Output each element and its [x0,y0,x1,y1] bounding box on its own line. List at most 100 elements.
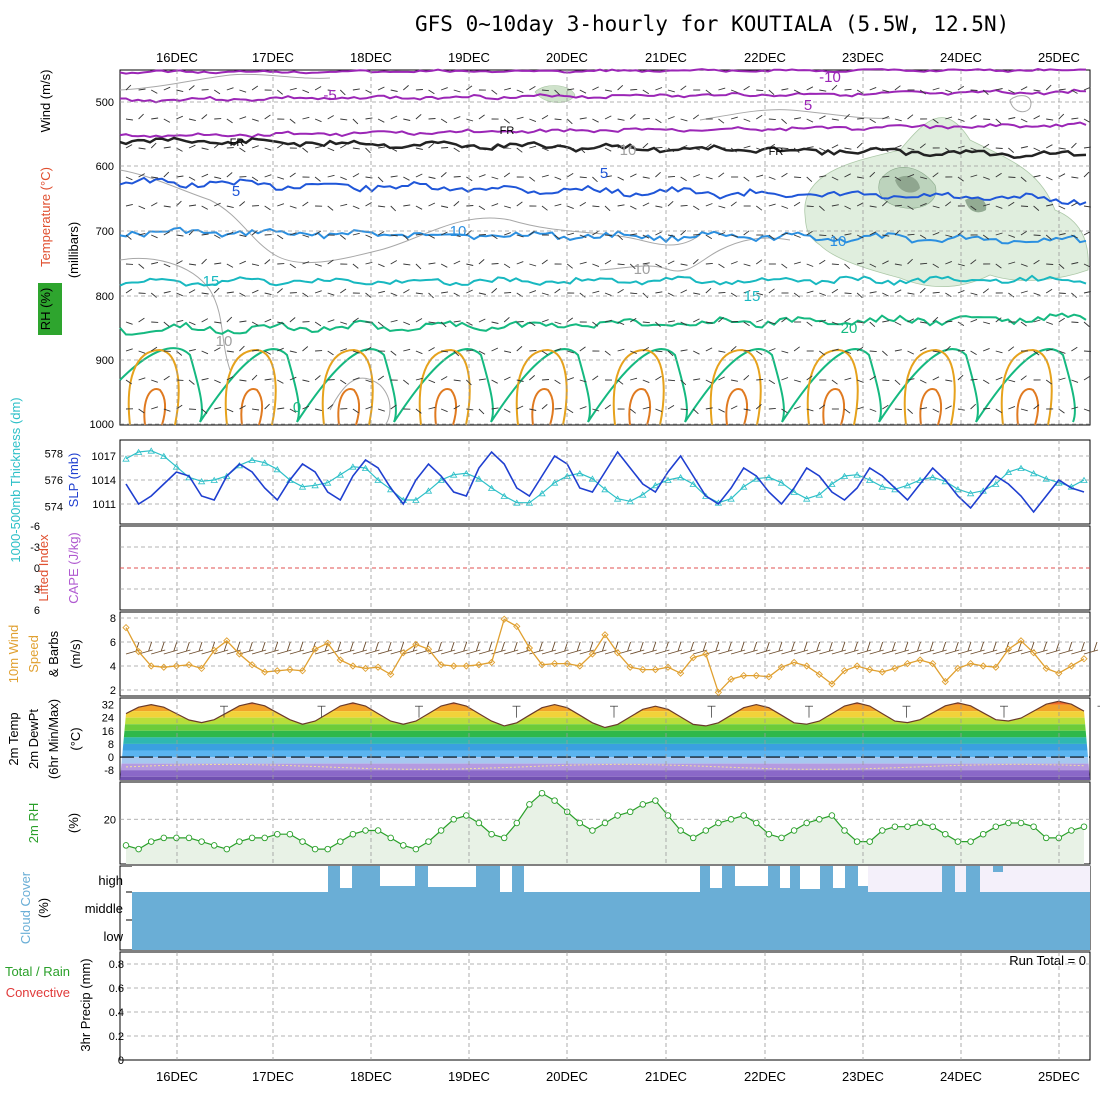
wind-barb [365,292,372,298]
wind-barb [125,144,133,149]
wind-barb [980,641,985,652]
temperature-contour [725,388,749,426]
wind-barb [1020,146,1028,149]
wind-speed-point [185,661,193,669]
thickness-point [777,479,786,486]
wind-barb [882,260,889,265]
wind-barb [579,147,586,154]
wind-barb [576,641,581,652]
wind-barb [239,201,246,207]
wind-barb [655,350,663,353]
wind-barb [1033,147,1041,152]
wind-speed-point [1080,655,1088,663]
thickness-point [689,480,697,487]
wind-barb [403,204,411,207]
wind10-barbs-title: & Barbs [46,630,61,677]
wind-barb [806,375,813,381]
rh-point [400,842,407,849]
wind-barb [945,345,951,352]
wind-barb [226,350,234,353]
wind-barb [1080,641,1085,652]
wind-barb [289,376,297,381]
wind-barb [236,641,241,652]
wind-barb [176,89,184,93]
wind-barb [264,292,272,296]
wind-barb [819,259,826,265]
wind-barb [768,176,776,180]
wind-barb [567,377,574,381]
wind-barb [932,291,940,294]
wind-barb [529,145,537,149]
wind-barb [831,118,839,121]
temp-tick-label: -8 [104,765,114,777]
wind-barb [327,259,334,265]
wind-barb [819,404,826,410]
wind-barb [226,87,234,91]
wind-barb [201,318,209,323]
wind-barb [945,147,952,153]
wind-barb [554,348,562,352]
wind-barb [693,292,701,295]
wind-barb [781,317,788,323]
wind-barb [264,259,271,265]
wind-barb [213,143,220,149]
wind-barb [551,641,556,652]
wind-barb [415,263,422,270]
rh2m-unit: (%) [66,813,81,833]
date-label-bottom: 19DEC [448,1069,490,1084]
cloud-title: Cloud Cover [18,871,33,944]
temperature-contour [919,388,943,426]
thickness-point [311,482,319,489]
wind-barb [778,641,783,652]
wind-barb [302,147,309,153]
wind-barb [188,348,196,352]
thickness-point [374,476,382,483]
wind-title: Wind (m/s) [38,70,53,133]
thickness-tick-label: 574 [45,502,63,514]
rh-point [160,834,168,842]
wind-barb [352,317,359,323]
wind-barb [289,118,296,124]
wind-barb [264,350,272,355]
wind-barb [667,89,675,93]
temperature-contour [612,348,665,426]
wind-barb [327,147,335,152]
wind-barb [819,649,834,655]
wind-barb [352,408,359,414]
wind-barb [538,641,543,652]
wind-barb [478,318,486,323]
wind-speed-point [588,650,597,658]
wind-barb [504,292,512,294]
wind-barb [554,234,561,240]
wind-barb [453,260,461,265]
wind-barb [755,259,763,265]
wind-barb [1033,292,1041,296]
wind-barb [579,346,586,352]
wind-barb [365,202,372,207]
wind-speed-point [235,650,244,658]
wind-barb [453,350,460,357]
wind-barb [995,205,1003,209]
wind-barb [138,377,146,381]
wind-barb [466,349,474,352]
wind-barb [705,234,713,240]
wind-barb [302,379,310,383]
wind-barb [945,260,952,265]
wind-barb [957,176,964,182]
wind-speed-point [777,663,786,671]
wind-barb [680,118,688,122]
wind-barb [667,405,675,410]
wind-barb [1083,408,1091,412]
wind-barb [289,408,297,413]
slp-tick-label: 1014 [92,475,116,487]
wind-barb [390,89,398,92]
wind-barb [503,408,511,413]
wind-barb [945,379,953,382]
precip-tick-label: 0 [118,1055,124,1067]
temp-unit: (°C) [68,727,83,750]
wind-barb [920,176,928,180]
wind-barb [932,118,939,124]
wind-speed-point [122,623,130,632]
temperature-contour [119,274,1087,287]
temp-band [120,776,1090,780]
